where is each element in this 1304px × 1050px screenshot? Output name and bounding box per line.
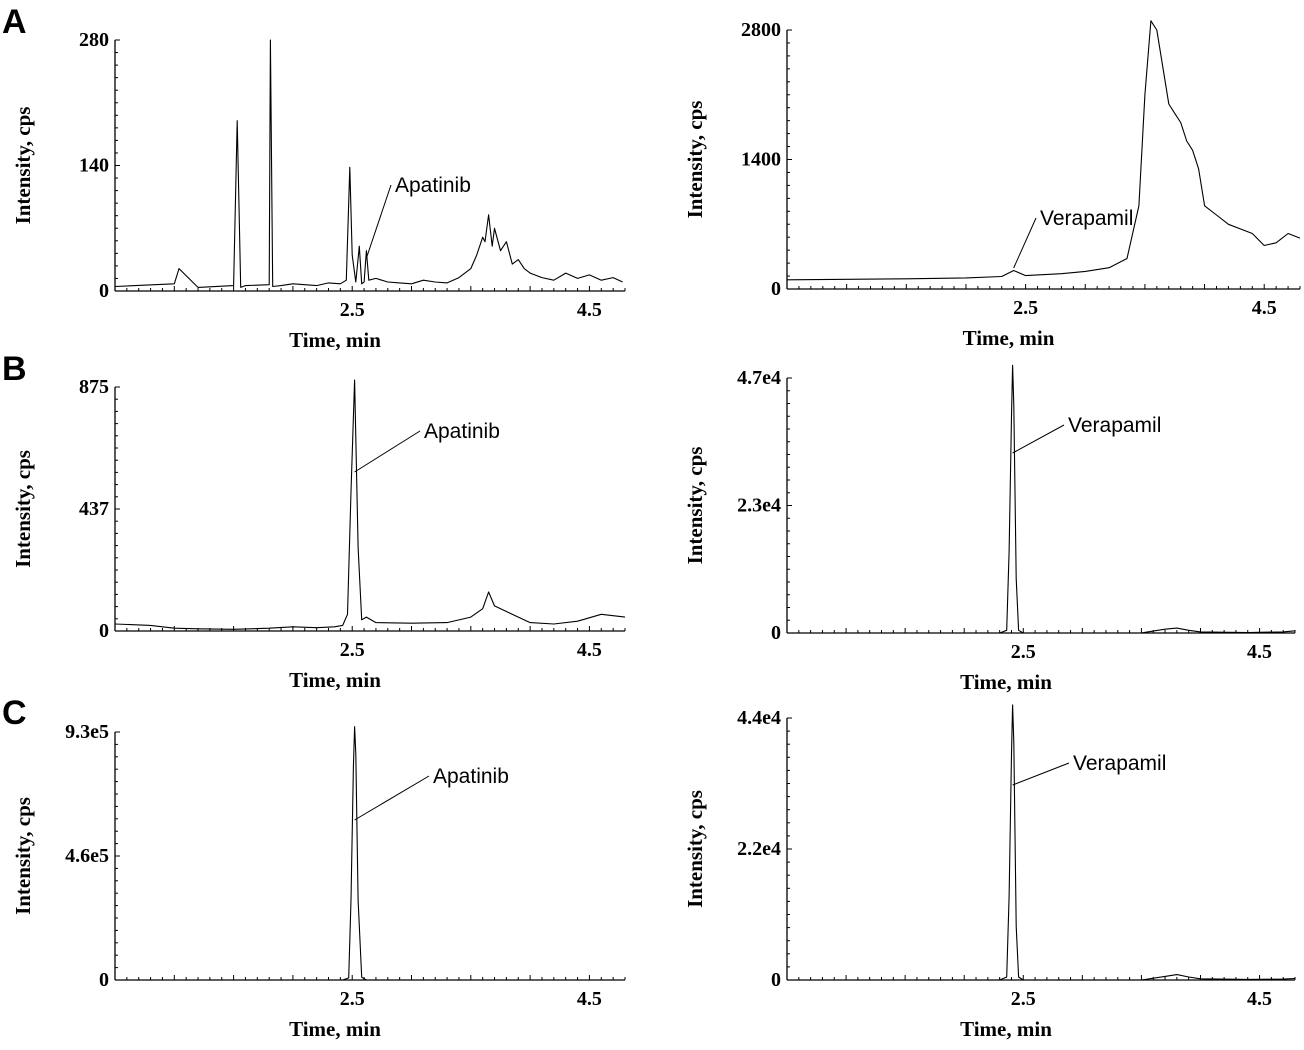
chart-a-apatinib: 0 140 280 2.5 4.5 Time, min Intensity, cps Apat… [11, 29, 626, 352]
x-axis-title: Time, min [289, 1017, 381, 1041]
y-tick-label: 9.3e5 [65, 721, 109, 743]
chart-grid: 0 140 280 2.5 4.5 Time, min Intensity, cps Apat… [11, 19, 1301, 1041]
y-tick-label: 2.2e4 [737, 838, 781, 860]
x-tick-label: 4.5 [1247, 988, 1272, 1010]
x-tick-label: 4.5 [1247, 641, 1272, 663]
y-tick-label: 140 [79, 155, 109, 177]
peak-leader-line [365, 184, 392, 259]
peak-annotation-label: Verapamil [1040, 207, 1133, 230]
chromatogram-trace [787, 364, 1296, 634]
chart-b-apatinib: 0 437 875 2.5 4.5 Time, min Intensity, cps Apat… [11, 376, 626, 692]
y-tick-label: 4.6e5 [65, 845, 109, 867]
y-axis-title: Intensity, cps [683, 101, 707, 219]
y-tick-label: 2800 [741, 19, 781, 41]
y-tick-label: 280 [79, 29, 109, 51]
y-axis-title: Intensity, cps [683, 447, 707, 565]
x-axis-title: Time, min [960, 670, 1052, 694]
chromatogram-trace [115, 726, 625, 981]
chart-c-verapamil: 0 2.2e4 4.4e4 2.5 4.5 Time, min Intensity, cps… [683, 704, 1296, 1041]
peak-annotation-label: Apatinib [395, 174, 471, 197]
y-tick-label: 0 [99, 969, 109, 991]
y-tick-label: 437 [79, 498, 109, 520]
x-tick-label: 2.5 [1011, 988, 1036, 1010]
peak-annotation-label: Apatinib [424, 420, 500, 443]
x-tick-label: 4.5 [1252, 297, 1277, 319]
y-axis-title: Intensity, cps [11, 107, 35, 225]
peak-leader-line [1012, 762, 1070, 786]
chromatogram-trace [786, 20, 1301, 281]
peak-annotation-label: Apatinib [433, 765, 509, 788]
y-tick-label: 4.7e4 [737, 367, 781, 389]
peak-leader-line [1013, 217, 1037, 269]
y-tick-label: 0 [771, 969, 781, 991]
peak-leader-line [354, 430, 421, 473]
chart-c-apatinib: 0 4.6e5 9.3e5 2.5 4.5 Time, min Intensity, cps… [11, 721, 626, 1041]
x-axis-title: Time, min [289, 668, 381, 692]
x-tick-label: 4.5 [577, 299, 602, 321]
y-axis-title: Intensity, cps [683, 790, 707, 908]
x-tick-label: 2.5 [1011, 641, 1036, 663]
peak-annotation-label: Verapamil [1073, 752, 1166, 775]
chromatogram-trace [114, 39, 623, 288]
chart-b-verapamil: 0 2.3e4 4.7e4 2.5 4.5 Time, min Intensity, cps… [683, 364, 1296, 694]
panel-letter-b: B [2, 350, 27, 388]
peak-annotation-label: Verapamil [1068, 414, 1161, 437]
chromatogram-trace [787, 704, 1296, 981]
x-tick-label: 2.5 [340, 299, 365, 321]
x-axis-title: Time, min [963, 326, 1055, 350]
x-axis-title: Time, min [289, 328, 381, 352]
y-tick-label: 0 [771, 622, 781, 644]
x-tick-label: 2.5 [1013, 297, 1038, 319]
chart-a-verapamil: 0 1400 2800 2.5 4.5 Time, min Intensity, cps Ve… [683, 19, 1301, 350]
y-tick-label: 0 [99, 620, 109, 642]
peak-leader-line [354, 775, 430, 821]
panel-letter-a: A [2, 3, 27, 41]
y-tick-label: 875 [79, 376, 109, 398]
y-tick-label: 1400 [741, 149, 781, 171]
y-tick-label: 0 [771, 278, 781, 300]
y-tick-label: 4.4e4 [737, 707, 781, 729]
y-tick-label: 0 [99, 280, 109, 302]
y-axis-title: Intensity, cps [11, 450, 35, 568]
panel-letter-c: C [2, 694, 27, 732]
x-tick-label: 2.5 [340, 639, 365, 661]
peak-leader-line [1012, 424, 1065, 454]
y-axis-title: Intensity, cps [11, 797, 35, 915]
x-tick-label: 4.5 [577, 639, 602, 661]
y-tick-label: 2.3e4 [737, 495, 781, 517]
x-tick-label: 4.5 [577, 988, 602, 1010]
chromatogram-trace [114, 379, 626, 630]
x-axis-title: Time, min [960, 1017, 1052, 1041]
x-tick-label: 2.5 [340, 988, 365, 1010]
